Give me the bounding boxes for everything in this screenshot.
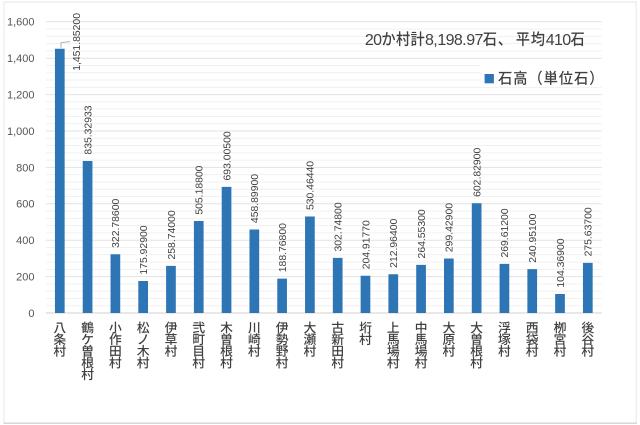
svg-text:600: 600 [16, 199, 34, 211]
svg-text:200: 200 [16, 272, 34, 284]
svg-text:20: 20 [365, 32, 382, 49]
svg-text:269.61200: 269.61200 [500, 208, 511, 257]
svg-text:322.78600: 322.78600 [111, 199, 122, 248]
svg-text:530.46440: 530.46440 [306, 161, 317, 210]
svg-text:505.18800: 505.18800 [195, 165, 206, 214]
svg-text:400: 400 [16, 235, 34, 247]
svg-text:693.00500: 693.00500 [222, 131, 233, 180]
svg-text:1,000: 1,000 [7, 126, 35, 138]
svg-text:258.74000: 258.74000 [167, 210, 178, 259]
svg-text:0: 0 [28, 308, 34, 320]
svg-text:264.55300: 264.55300 [417, 209, 428, 258]
svg-text:458.89900: 458.89900 [250, 174, 261, 223]
svg-text:188.76800: 188.76800 [278, 223, 289, 272]
svg-text:175.92900: 175.92900 [139, 225, 150, 274]
svg-text:1,200: 1,200 [7, 90, 35, 102]
svg-text:8,198.97: 8,198.97 [425, 32, 483, 49]
svg-text:299.42900: 299.42900 [445, 203, 456, 252]
svg-text:410: 410 [546, 32, 572, 49]
svg-text:800: 800 [16, 162, 34, 174]
svg-text:104.36900: 104.36900 [556, 238, 567, 287]
svg-text:1,451.85200: 1,451.85200 [72, 13, 83, 71]
svg-text:835.32933: 835.32933 [83, 105, 94, 154]
svg-text:602.82900: 602.82900 [472, 148, 483, 197]
svg-text:240.95100: 240.95100 [528, 213, 539, 262]
svg-text:1,600: 1,600 [7, 17, 35, 29]
svg-text:1,400: 1,400 [7, 53, 35, 65]
svg-text:204.91770: 204.91770 [361, 220, 372, 269]
svg-text:275.63700: 275.63700 [584, 207, 595, 256]
svg-text:212.96400: 212.96400 [389, 219, 400, 268]
svg-text:302.74800: 302.74800 [333, 202, 344, 251]
